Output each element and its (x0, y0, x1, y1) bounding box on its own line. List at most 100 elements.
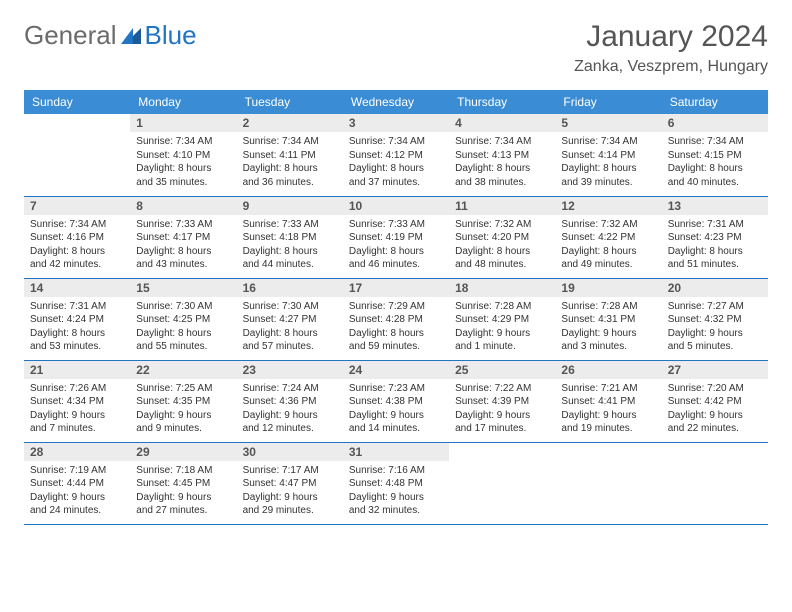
calendar-day-cell: 13Sunrise: 7:31 AMSunset: 4:23 PMDayligh… (662, 196, 768, 278)
calendar-day-cell: 15Sunrise: 7:30 AMSunset: 4:25 PMDayligh… (130, 278, 236, 360)
calendar-day-cell: 19Sunrise: 7:28 AMSunset: 4:31 PMDayligh… (555, 278, 661, 360)
day-number: 1 (130, 114, 236, 132)
calendar-day-cell: 18Sunrise: 7:28 AMSunset: 4:29 PMDayligh… (449, 278, 555, 360)
day-number: 15 (130, 279, 236, 297)
calendar-day-cell: 14Sunrise: 7:31 AMSunset: 4:24 PMDayligh… (24, 278, 130, 360)
day-content: Sunrise: 7:34 AMSunset: 4:15 PMDaylight:… (662, 132, 768, 193)
day-number: 24 (343, 361, 449, 379)
title-block: January 2024 Zanka, Veszprem, Hungary (574, 20, 768, 76)
weekday-header: Wednesday (343, 90, 449, 114)
calendar-week-row: 1Sunrise: 7:34 AMSunset: 4:10 PMDaylight… (24, 114, 768, 196)
weekday-header: Tuesday (237, 90, 343, 114)
day-number: 7 (24, 197, 130, 215)
calendar-day-cell: 22Sunrise: 7:25 AMSunset: 4:35 PMDayligh… (130, 360, 236, 442)
day-number: 21 (24, 361, 130, 379)
calendar-week-row: 28Sunrise: 7:19 AMSunset: 4:44 PMDayligh… (24, 442, 768, 524)
weekday-header: Sunday (24, 90, 130, 114)
day-number: 13 (662, 197, 768, 215)
day-content: Sunrise: 7:34 AMSunset: 4:13 PMDaylight:… (449, 132, 555, 193)
calendar-week-row: 21Sunrise: 7:26 AMSunset: 4:34 PMDayligh… (24, 360, 768, 442)
calendar-day-cell: 30Sunrise: 7:17 AMSunset: 4:47 PMDayligh… (237, 442, 343, 524)
day-content: Sunrise: 7:28 AMSunset: 4:31 PMDaylight:… (555, 297, 661, 358)
day-content: Sunrise: 7:31 AMSunset: 4:24 PMDaylight:… (24, 297, 130, 358)
calendar-day-cell: 23Sunrise: 7:24 AMSunset: 4:36 PMDayligh… (237, 360, 343, 442)
calendar-week-row: 7Sunrise: 7:34 AMSunset: 4:16 PMDaylight… (24, 196, 768, 278)
calendar-day-cell: 21Sunrise: 7:26 AMSunset: 4:34 PMDayligh… (24, 360, 130, 442)
day-number: 22 (130, 361, 236, 379)
header: General Blue January 2024 Zanka, Veszpre… (24, 20, 768, 76)
day-number: 8 (130, 197, 236, 215)
day-number: 3 (343, 114, 449, 132)
logo-word2: Blue (145, 20, 197, 51)
day-content: Sunrise: 7:24 AMSunset: 4:36 PMDaylight:… (237, 379, 343, 440)
calendar-day-cell: 27Sunrise: 7:20 AMSunset: 4:42 PMDayligh… (662, 360, 768, 442)
day-content: Sunrise: 7:28 AMSunset: 4:29 PMDaylight:… (449, 297, 555, 358)
day-number: 18 (449, 279, 555, 297)
calendar-day-cell: 25Sunrise: 7:22 AMSunset: 4:39 PMDayligh… (449, 360, 555, 442)
day-content: Sunrise: 7:34 AMSunset: 4:10 PMDaylight:… (130, 132, 236, 193)
weekday-header: Saturday (662, 90, 768, 114)
calendar-day-cell: 3Sunrise: 7:34 AMSunset: 4:12 PMDaylight… (343, 114, 449, 196)
day-content: Sunrise: 7:32 AMSunset: 4:20 PMDaylight:… (449, 215, 555, 276)
day-number: 20 (662, 279, 768, 297)
weekday-header: Thursday (449, 90, 555, 114)
day-number: 25 (449, 361, 555, 379)
calendar-day-cell (449, 442, 555, 524)
day-content: Sunrise: 7:18 AMSunset: 4:45 PMDaylight:… (130, 461, 236, 522)
day-number: 29 (130, 443, 236, 461)
day-content: Sunrise: 7:30 AMSunset: 4:27 PMDaylight:… (237, 297, 343, 358)
calendar-day-cell: 17Sunrise: 7:29 AMSunset: 4:28 PMDayligh… (343, 278, 449, 360)
day-content: Sunrise: 7:20 AMSunset: 4:42 PMDaylight:… (662, 379, 768, 440)
weekday-header: Friday (555, 90, 661, 114)
day-number: 28 (24, 443, 130, 461)
day-number: 5 (555, 114, 661, 132)
day-content: Sunrise: 7:34 AMSunset: 4:12 PMDaylight:… (343, 132, 449, 193)
day-content: Sunrise: 7:34 AMSunset: 4:11 PMDaylight:… (237, 132, 343, 193)
day-number: 31 (343, 443, 449, 461)
day-number: 26 (555, 361, 661, 379)
calendar-day-cell: 9Sunrise: 7:33 AMSunset: 4:18 PMDaylight… (237, 196, 343, 278)
day-number: 4 (449, 114, 555, 132)
calendar-day-cell: 29Sunrise: 7:18 AMSunset: 4:45 PMDayligh… (130, 442, 236, 524)
calendar-day-cell: 2Sunrise: 7:34 AMSunset: 4:11 PMDaylight… (237, 114, 343, 196)
weekday-header: Monday (130, 90, 236, 114)
day-content: Sunrise: 7:23 AMSunset: 4:38 PMDaylight:… (343, 379, 449, 440)
day-number: 6 (662, 114, 768, 132)
day-content: Sunrise: 7:22 AMSunset: 4:39 PMDaylight:… (449, 379, 555, 440)
calendar-day-cell: 6Sunrise: 7:34 AMSunset: 4:15 PMDaylight… (662, 114, 768, 196)
day-content: Sunrise: 7:29 AMSunset: 4:28 PMDaylight:… (343, 297, 449, 358)
calendar-day-cell (24, 114, 130, 196)
day-content: Sunrise: 7:33 AMSunset: 4:19 PMDaylight:… (343, 215, 449, 276)
day-number: 14 (24, 279, 130, 297)
calendar-day-cell: 11Sunrise: 7:32 AMSunset: 4:20 PMDayligh… (449, 196, 555, 278)
day-number: 27 (662, 361, 768, 379)
logo-triangle-icon (119, 26, 143, 46)
day-number: 16 (237, 279, 343, 297)
calendar-head: SundayMondayTuesdayWednesdayThursdayFrid… (24, 90, 768, 114)
calendar-day-cell: 12Sunrise: 7:32 AMSunset: 4:22 PMDayligh… (555, 196, 661, 278)
calendar-day-cell: 24Sunrise: 7:23 AMSunset: 4:38 PMDayligh… (343, 360, 449, 442)
day-content: Sunrise: 7:33 AMSunset: 4:17 PMDaylight:… (130, 215, 236, 276)
calendar-day-cell: 1Sunrise: 7:34 AMSunset: 4:10 PMDaylight… (130, 114, 236, 196)
calendar-day-cell (662, 442, 768, 524)
day-number: 19 (555, 279, 661, 297)
day-content: Sunrise: 7:30 AMSunset: 4:25 PMDaylight:… (130, 297, 236, 358)
logo-word1: General (24, 20, 117, 51)
calendar-week-row: 14Sunrise: 7:31 AMSunset: 4:24 PMDayligh… (24, 278, 768, 360)
day-content: Sunrise: 7:17 AMSunset: 4:47 PMDaylight:… (237, 461, 343, 522)
month-title: January 2024 (574, 20, 768, 54)
calendar-day-cell: 10Sunrise: 7:33 AMSunset: 4:19 PMDayligh… (343, 196, 449, 278)
day-content: Sunrise: 7:26 AMSunset: 4:34 PMDaylight:… (24, 379, 130, 440)
calendar-day-cell: 31Sunrise: 7:16 AMSunset: 4:48 PMDayligh… (343, 442, 449, 524)
logo: General Blue (24, 20, 197, 51)
calendar-day-cell: 7Sunrise: 7:34 AMSunset: 4:16 PMDaylight… (24, 196, 130, 278)
day-number: 2 (237, 114, 343, 132)
day-content: Sunrise: 7:32 AMSunset: 4:22 PMDaylight:… (555, 215, 661, 276)
day-number: 30 (237, 443, 343, 461)
day-number: 9 (237, 197, 343, 215)
calendar-day-cell: 26Sunrise: 7:21 AMSunset: 4:41 PMDayligh… (555, 360, 661, 442)
day-number: 12 (555, 197, 661, 215)
calendar-table: SundayMondayTuesdayWednesdayThursdayFrid… (24, 90, 768, 525)
day-content: Sunrise: 7:19 AMSunset: 4:44 PMDaylight:… (24, 461, 130, 522)
day-number: 11 (449, 197, 555, 215)
